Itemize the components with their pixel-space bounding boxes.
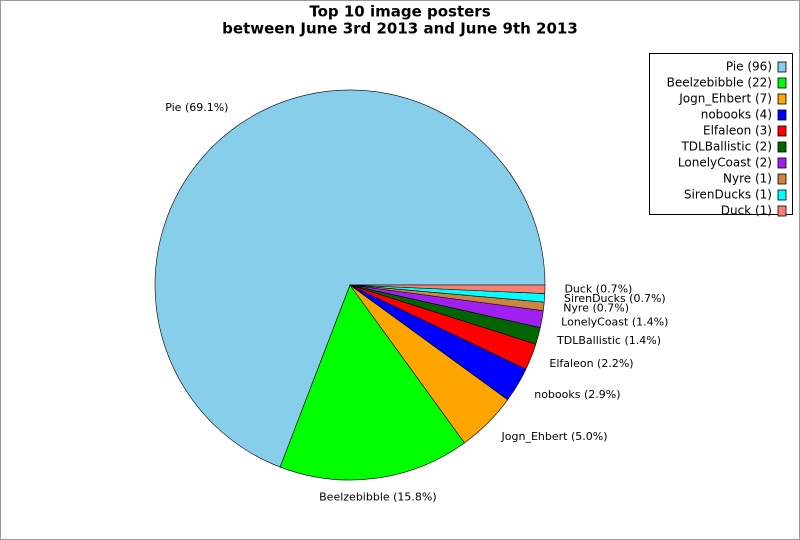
legend-swatch	[777, 109, 787, 121]
slice-label: Elfaleon (2.2%)	[549, 357, 633, 370]
pie-slice	[349, 284, 546, 294]
legend-label: SirenDucks (1)	[684, 188, 772, 202]
legend-label: Elfaleon (3)	[703, 124, 772, 138]
legend-swatch	[777, 173, 787, 185]
slice-label: TDLBallistic (1.4%)	[556, 334, 661, 347]
legend-label: Beelzebibble (22)	[667, 76, 772, 90]
slice-label: Jogn_Ehbert (5.0%)	[501, 430, 608, 443]
slice-label: Duck (0.7%)	[564, 283, 632, 296]
legend-swatch	[777, 93, 787, 105]
legend-box	[649, 53, 793, 215]
legend-swatch	[777, 125, 787, 137]
slice-label: LonelyCoast (1.4%)	[561, 316, 668, 329]
legend-label: LonelyCoast (2)	[678, 156, 772, 170]
legend-swatch	[777, 205, 787, 217]
slice-label: nobooks (2.9%)	[534, 388, 620, 401]
legend-label: nobooks (4)	[701, 108, 772, 122]
pie-slice	[154, 89, 546, 468]
chart-title: Top 10 image posters	[309, 3, 490, 21]
legend-swatch	[777, 61, 787, 73]
slice-label: Nyre (0.7%)	[563, 302, 629, 315]
legend-swatch	[777, 141, 787, 153]
legend-label: Pie (96)	[726, 60, 772, 74]
legend-label: Nyre (1)	[723, 172, 772, 186]
legend-swatch	[777, 189, 787, 201]
slice-label: SirenDucks (0.7%)	[564, 292, 666, 305]
slice-label: Pie (69.1%)	[165, 101, 228, 114]
legend-swatch	[777, 157, 787, 169]
legend-label: Jogn_Ehbert (7)	[678, 92, 772, 106]
legend-swatch	[777, 77, 787, 89]
slice-label: Beelzebibble (15.8%)	[319, 491, 437, 504]
legend-label: Duck (1)	[721, 204, 772, 218]
pie-slice	[279, 284, 465, 481]
chart-subtitle: between June 3rd 2013 and June 9th 2013	[222, 20, 578, 38]
legend-label: TDLBallistic (2)	[680, 140, 772, 154]
